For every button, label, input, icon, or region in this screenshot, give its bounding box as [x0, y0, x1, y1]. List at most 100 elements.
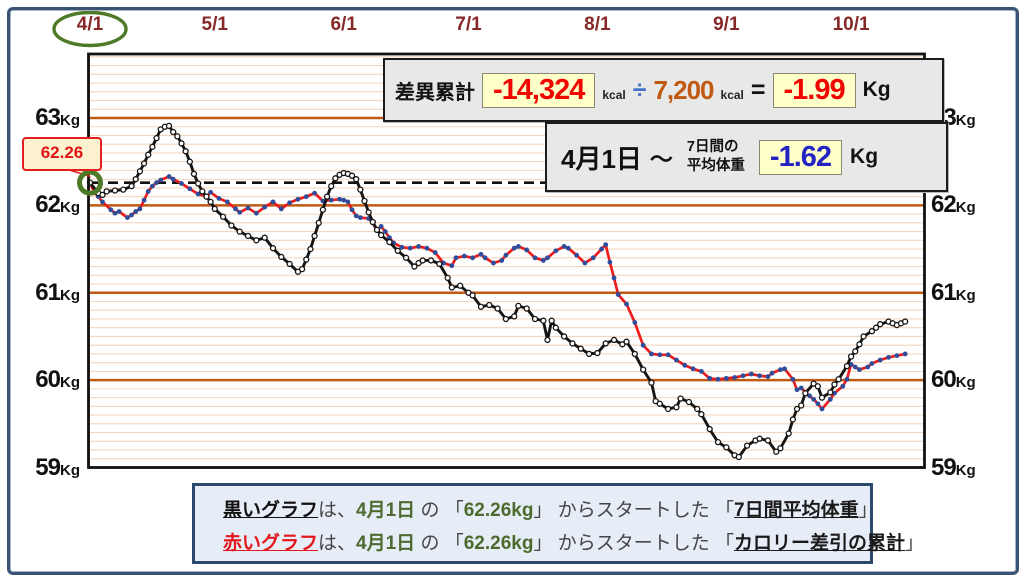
red-series-marker: [432, 250, 438, 255]
black-series-marker: [814, 383, 821, 390]
red-series-marker: [237, 209, 243, 215]
black-series-marker: [902, 318, 909, 325]
red-series-marker: [690, 366, 696, 372]
black-series-marker: [789, 416, 797, 423]
red-series-marker: [902, 351, 908, 357]
black-series-marker: [365, 209, 372, 216]
black-series-marker: [673, 404, 680, 411]
diff-kg-result: -1.99: [772, 72, 856, 108]
black-series-marker: [332, 175, 339, 182]
red-series-marker: [112, 210, 118, 216]
y-tick-right-62kg: 62Kg: [931, 191, 976, 219]
legend-segment: の 「: [415, 533, 464, 554]
red-series-marker: [649, 351, 654, 357]
black-series-marker: [436, 260, 443, 268]
black-series-marker: [236, 228, 243, 235]
red-series-marker: [253, 210, 259, 216]
black-series-marker: [818, 394, 826, 401]
black-series-marker: [132, 176, 139, 183]
red-series-marker: [515, 244, 521, 249]
black-series-marker: [548, 317, 555, 324]
red-series-marker: [782, 366, 787, 372]
avg-kg-result: -1.62: [758, 139, 843, 175]
black-series-marker: [515, 302, 522, 310]
black-series-marker: [319, 206, 327, 213]
black-series-marker: [552, 324, 559, 331]
red-series-marker: [599, 246, 604, 252]
black-series-marker: [174, 133, 181, 140]
black-series-marker: [706, 425, 713, 433]
red-series-marker: [707, 375, 713, 381]
black-series-marker: [694, 405, 701, 413]
legend-segment: 赤いグラフ: [223, 533, 319, 554]
black-series-marker: [469, 292, 476, 299]
black-series-marker: [402, 254, 410, 261]
legend-line-1: 黒いグラフは、4月1日 の 「62.26kg」 からスタートした 「7日間平均体…: [223, 494, 878, 527]
red-series-marker: [769, 370, 775, 376]
red-series-marker: [632, 320, 638, 325]
legend-segment: 」 からスタートした 「: [533, 500, 735, 521]
black-series-marker: [111, 187, 119, 194]
black-series-marker: [253, 237, 260, 244]
red-series-marker: [511, 245, 517, 251]
red-series-marker: [424, 245, 430, 251]
red-series-marker: [715, 376, 721, 382]
divide-sign: ÷: [632, 75, 647, 104]
black-series-marker: [199, 188, 206, 195]
black-series-marker: [544, 336, 551, 344]
red-series-marker: [353, 213, 359, 219]
legend-segment: は、: [318, 533, 357, 554]
red-series-marker: [141, 197, 147, 203]
black-series-marker: [145, 151, 152, 158]
red-series-marker: [857, 367, 862, 373]
black-series-marker: [103, 188, 110, 195]
kcal-unit: kcal: [602, 88, 626, 102]
legend-segment: 」 からスタートした 「: [533, 533, 735, 554]
red-series-marker: [499, 258, 505, 263]
red-series-marker: [154, 180, 159, 186]
black-series-marker: [219, 213, 227, 220]
red-series-marker: [312, 190, 317, 196]
red-series-marker: [125, 215, 130, 221]
red-series-marker: [807, 393, 812, 399]
black-series-marker: [477, 303, 485, 310]
red-series-marker: [524, 247, 530, 253]
black-series-marker: [835, 376, 842, 383]
red-series-marker: [732, 375, 738, 380]
legend-line-2: 赤いグラフは、4月1日 の 「62.26kg」 からスタートした 「カロリー差引…: [223, 527, 924, 560]
red-series-marker: [449, 263, 455, 269]
red-series-marker: [337, 196, 342, 202]
black-series-marker: [602, 340, 609, 347]
red-series-marker: [195, 191, 201, 197]
red-series-marker: [382, 229, 388, 234]
black-series-marker: [457, 282, 464, 289]
y-tick-right-61kg: 61Kg: [931, 278, 976, 306]
legend-segment: の 「: [415, 500, 464, 521]
red-series-marker: [270, 199, 276, 205]
red-series-marker: [590, 255, 596, 261]
black-series-marker: [872, 324, 880, 331]
red-series-marker: [869, 361, 875, 366]
black-series-marker: [120, 186, 127, 193]
red-series-marker: [665, 352, 671, 358]
x-tick-5/1: 5/1: [201, 14, 228, 35]
y-tick-right-59kg: 59Kg: [931, 453, 976, 481]
black-series-marker: [577, 345, 584, 352]
tilde: 〜: [649, 146, 673, 172]
red-series-marker: [470, 255, 476, 261]
red-series-marker: [865, 364, 871, 370]
black-series-marker: [560, 333, 568, 340]
red-series-marker: [748, 371, 754, 377]
red-series-marker: [158, 177, 164, 183]
start-weight-callout: 62.26: [22, 137, 102, 171]
red-series-marker: [166, 174, 172, 179]
black-series-marker: [315, 219, 322, 227]
red-series-marker: [603, 242, 609, 248]
red-series-marker: [145, 188, 151, 194]
black-series-marker: [136, 168, 144, 175]
black-series-marker: [793, 405, 801, 413]
y-tick-left-59kg: 59Kg: [35, 453, 80, 481]
black-series-marker: [852, 348, 859, 355]
red-series-marker: [482, 255, 488, 261]
red-series-marker: [129, 212, 134, 218]
